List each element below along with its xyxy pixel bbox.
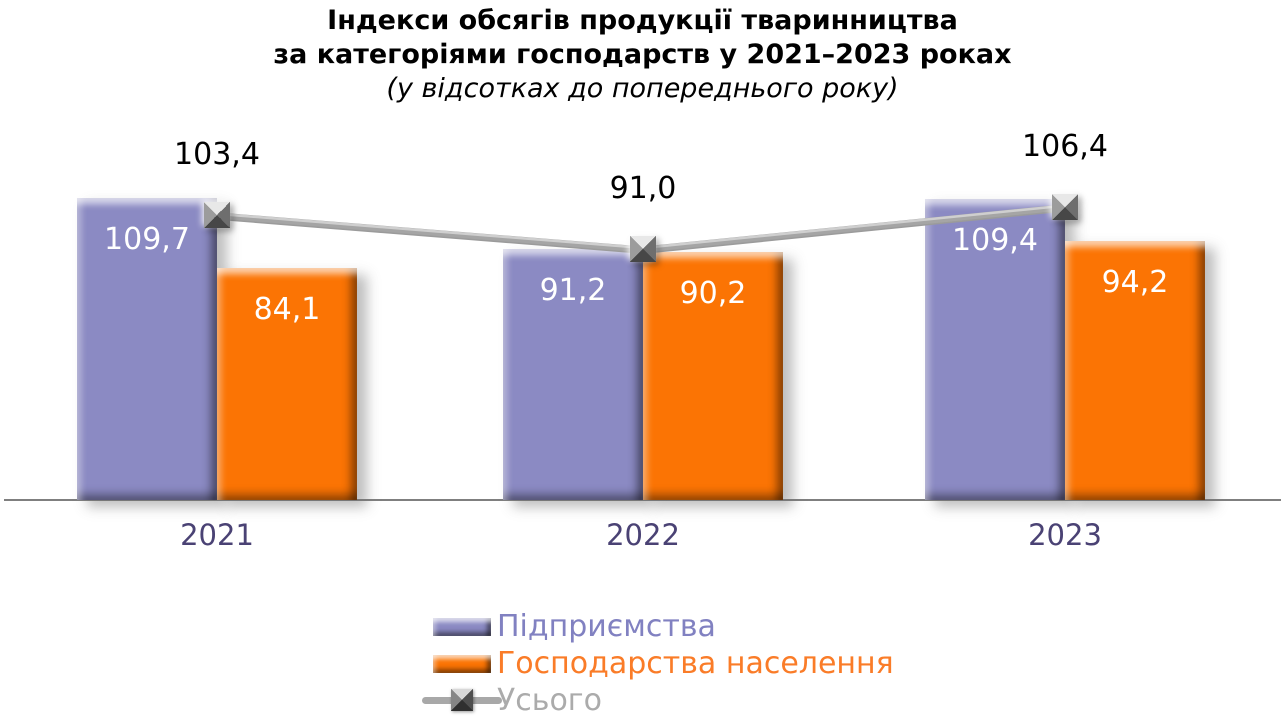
chart-subtitle: (у відсотках до попереднього року) — [386, 73, 899, 104]
line-marker-2021 — [204, 202, 230, 229]
legend-item-Підприємства: Підприємства — [433, 609, 894, 644]
bar-value-label-Господарства населення-2021: 84,1 — [253, 292, 321, 328]
line-value-label-2021: 103,4 — [174, 137, 260, 173]
bar-Господарства населення-2021 — [217, 268, 357, 500]
bar-value-label-Підприємства-2023: 109,4 — [952, 222, 1038, 258]
legend: Підприємства Господарства населення Усього — [422, 609, 894, 718]
legend-item-Господарства населення: Господарства населення — [433, 646, 894, 681]
legend-line-marker-icon — [451, 689, 473, 711]
chart-title-line1: Індекси обсягів продукції тваринництва — [327, 5, 958, 36]
bar-value-label-Господарства населення-2023: 94,2 — [1101, 264, 1169, 300]
legend-label-Господарства населення: Господарства населення — [497, 646, 894, 681]
line-value-label-2022: 91,0 — [609, 171, 677, 207]
legend-line-swatch-Усього — [422, 689, 502, 711]
bar-value-label-Господарства населення-2022: 90,2 — [679, 275, 747, 311]
legend-swatch-Господарства населення — [433, 654, 491, 673]
x-axis-line — [4, 499, 1281, 501]
x-axis-label-2022: 2022 — [606, 518, 680, 552]
legend-item-Усього: Усього — [422, 683, 894, 718]
bar-Підприємства-2022 — [503, 248, 643, 500]
line-value-label-2023: 106,4 — [1022, 129, 1108, 165]
line-marker-2023 — [1052, 194, 1078, 221]
line-marker-2022 — [630, 236, 656, 263]
bar-Підприємства-2021 — [77, 197, 217, 500]
chart-title-line2: за категоріями господарств у 2021–2023 р… — [273, 39, 1012, 70]
x-axis-label-2023: 2023 — [1028, 518, 1102, 552]
bar-value-label-Підприємства-2022: 91,2 — [539, 272, 607, 308]
x-axis-label-2021: 2021 — [180, 518, 254, 552]
bar-Господарства населення-2022 — [643, 251, 783, 500]
chart-title-block: Індекси обсягів продукції тваринництва з… — [0, 4, 1285, 106]
legend-swatch-Підприємства — [433, 617, 491, 636]
legend-label-Підприємства: Підприємства — [497, 609, 716, 644]
bar-Господарства населення-2023 — [1065, 240, 1205, 500]
legend-label-Усього: Усього — [497, 683, 602, 718]
bar-value-label-Підприємства-2021: 109,7 — [104, 221, 190, 257]
